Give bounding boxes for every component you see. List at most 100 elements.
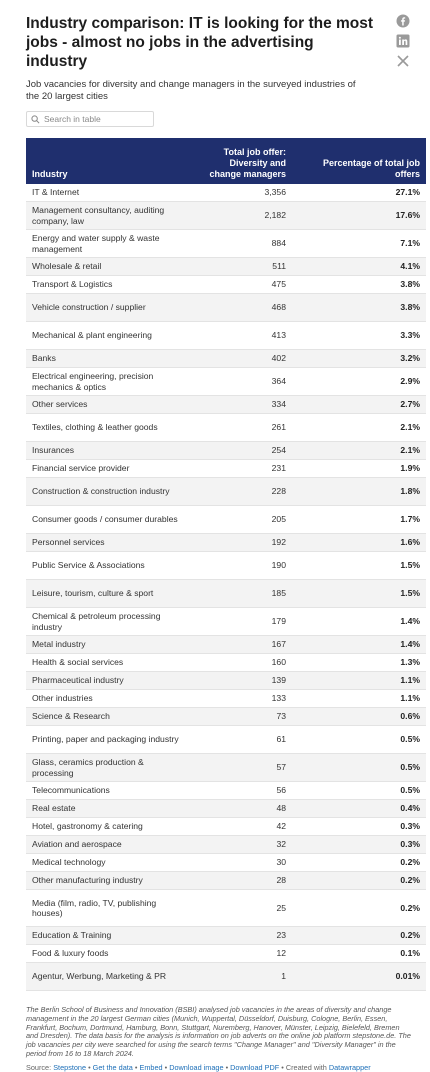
cell-total-job-offer: 413 [190, 321, 292, 350]
cell-industry: Financial service provider [26, 459, 190, 478]
cell-industry: Insurances [26, 441, 190, 460]
cell-industry: Personnel services [26, 533, 190, 552]
source-link[interactable]: Stepstone [53, 1062, 87, 1072]
cell-total-job-offer: 25 [190, 889, 292, 927]
cell-percentage: 3.8% [292, 275, 426, 294]
cell-industry: Metal industry [26, 635, 190, 654]
cell-total-job-offer: 30 [190, 853, 292, 872]
table-row: Other manufacturing industry 28 0.2% [26, 871, 426, 890]
table-row: Transport & Logistics 475 3.8% [26, 275, 426, 294]
cell-total-job-offer: 61 [190, 725, 292, 754]
table-row: Glass, ceramics production & processing 5… [26, 753, 426, 782]
cell-percentage: 0.3% [292, 817, 426, 836]
cell-industry: Public Service & Associations [26, 551, 190, 580]
cell-percentage: 0.5% [292, 725, 426, 754]
cell-total-job-offer: 160 [190, 653, 292, 672]
cell-percentage: 1.5% [292, 579, 426, 608]
cell-industry: Science & Research [26, 707, 190, 726]
table-row: Hotel, gastronomy & catering 42 0.3% [26, 817, 426, 836]
table-row: IT & Internet 3,356 27.1% [26, 184, 426, 202]
table-row: Insurances 254 2.1% [26, 441, 426, 460]
cell-percentage: 0.1% [292, 944, 426, 963]
table-row: Leisure, tourism, culture & sport 185 1.5% [26, 579, 426, 608]
cell-industry: Other services [26, 395, 190, 414]
cell-percentage: 2.9% [292, 367, 426, 396]
cell-percentage: 27.1% [292, 184, 426, 202]
cell-percentage: 0.01% [292, 962, 426, 991]
cell-percentage: 3.8% [292, 293, 426, 322]
column-header-industry[interactable]: Industry [32, 169, 68, 179]
column-header-total-job-offer[interactable]: Total job offer: Diversity and change ma… [209, 147, 286, 179]
table-row: Textiles, clothing & leather goods 261 2.1… [26, 413, 426, 442]
cell-industry: Textiles, clothing & leather goods [26, 413, 190, 442]
table-search[interactable] [26, 111, 154, 127]
table-body: IT & Internet 3,356 27.1% Management consul… [26, 184, 426, 991]
table-row: Other industries 133 1.1% [26, 689, 426, 708]
cell-industry: Banks [26, 349, 190, 368]
cell-percentage: 0.4% [292, 799, 426, 818]
embed-link[interactable]: Embed [139, 1062, 163, 1072]
x-icon[interactable] [396, 54, 410, 68]
cell-total-job-offer: 475 [190, 275, 292, 294]
cell-industry: Energy and water supply & waste manageme… [26, 229, 190, 258]
cell-percentage: 7.1% [292, 229, 426, 258]
get-data-link[interactable]: Get the data [92, 1062, 133, 1072]
chart-subtitle: Job vacancies for diversity and change m… [26, 79, 356, 102]
cell-percentage: 4.1% [292, 257, 426, 276]
chart-title: Industry comparison: IT is looking for t… [26, 15, 374, 70]
cell-percentage: 0.5% [292, 781, 426, 800]
cell-percentage: 1.9% [292, 459, 426, 478]
cell-total-job-offer: 1 [190, 962, 292, 991]
cell-percentage: 1.7% [292, 505, 426, 534]
table-row: Education & Training 23 0.2% [26, 926, 426, 945]
cell-percentage: 1.4% [292, 607, 426, 636]
cell-industry: Other industries [26, 689, 190, 708]
table-row: Vehicle construction / supplier 468 3.8% [26, 293, 426, 322]
linkedin-icon[interactable] [396, 34, 410, 48]
cell-total-job-offer: 73 [190, 707, 292, 726]
table-header-row: Industry Total job offer: Diversity and … [26, 138, 426, 184]
cell-industry: Other manufacturing industry [26, 871, 190, 890]
cell-percentage: 0.2% [292, 889, 426, 927]
cell-total-job-offer: 192 [190, 533, 292, 552]
cell-industry: Construction & construction industry [26, 477, 190, 506]
cell-percentage: 3.3% [292, 321, 426, 350]
cell-industry: Food & luxury foods [26, 944, 190, 963]
cell-industry: Leisure, tourism, culture & sport [26, 579, 190, 608]
cell-industry: Aviation and aerospace [26, 835, 190, 854]
cell-total-job-offer: 179 [190, 607, 292, 636]
cell-total-job-offer: 228 [190, 477, 292, 506]
cell-total-job-offer: 32 [190, 835, 292, 854]
cell-percentage: 2.1% [292, 441, 426, 460]
table-row: Printing, paper and packaging industry 61… [26, 725, 426, 754]
cell-total-job-offer: 28 [190, 871, 292, 890]
chart-footer: Source: Stepstone • Get the data • Embed… [26, 1062, 371, 1072]
datawrapper-link[interactable]: Datawrapper [328, 1062, 371, 1072]
cell-percentage: 1.4% [292, 635, 426, 654]
table-row: Construction & construction industry 228 1… [26, 477, 426, 506]
download-image-link[interactable]: Download image [169, 1062, 224, 1072]
download-pdf-link[interactable]: Download PDF [230, 1062, 280, 1072]
cell-percentage: 0.6% [292, 707, 426, 726]
cell-industry: Hotel, gastronomy & catering [26, 817, 190, 836]
cell-total-job-offer: 511 [190, 257, 292, 276]
table-row: Personnel services 192 1.6% [26, 533, 426, 552]
cell-total-job-offer: 56 [190, 781, 292, 800]
cell-total-job-offer: 468 [190, 293, 292, 322]
column-header-percentage[interactable]: Percentage of total job offers [322, 158, 420, 179]
cell-total-job-offer: 2,182 [190, 201, 292, 230]
cell-industry: Transport & Logistics [26, 275, 190, 294]
facebook-icon[interactable] [396, 14, 410, 28]
table-row: Electrical engineering, precision mechan… [26, 367, 426, 396]
table-row: Real estate 48 0.4% [26, 799, 426, 818]
table-row: Consumer goods / consumer durables 205 1.7… [26, 505, 426, 534]
search-input[interactable] [44, 114, 144, 124]
cell-percentage: 2.7% [292, 395, 426, 414]
cell-total-job-offer: 185 [190, 579, 292, 608]
table-row: Wholesale & retail 511 4.1% [26, 257, 426, 276]
cell-industry: IT & Internet [26, 184, 190, 202]
cell-total-job-offer: 23 [190, 926, 292, 945]
cell-industry: Wholesale & retail [26, 257, 190, 276]
table-row: Health & social services 160 1.3% [26, 653, 426, 672]
